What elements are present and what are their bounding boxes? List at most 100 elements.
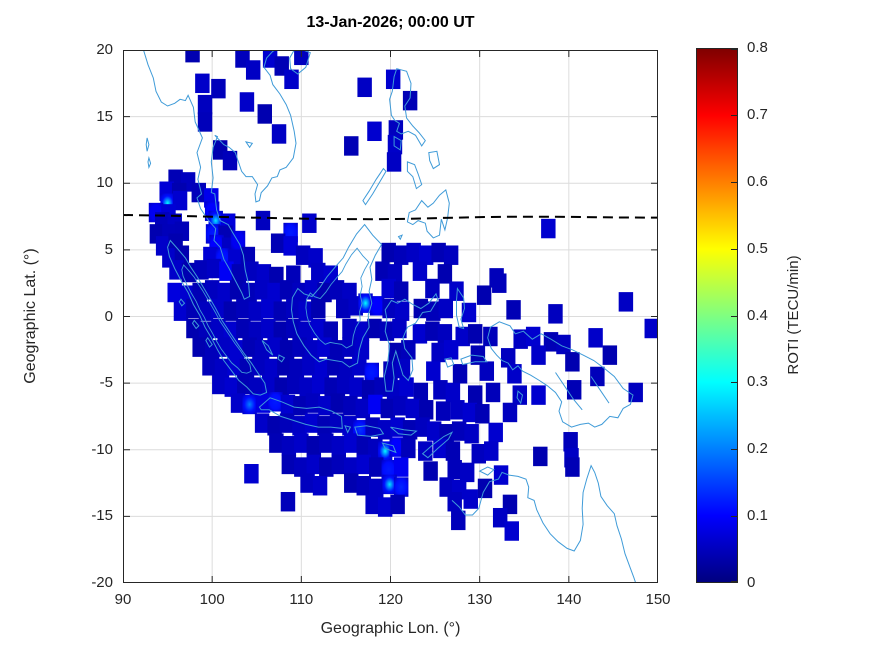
- roti-cell: [198, 301, 214, 321]
- y-tick-label: 10: [96, 174, 113, 192]
- roti-cell: [191, 182, 207, 203]
- roti-cell: [356, 476, 371, 496]
- coastlines: [143, 50, 637, 583]
- roti-cell: [356, 436, 371, 456]
- roti-cell: [317, 337, 332, 357]
- roti-cell: [280, 491, 296, 512]
- roti-cell: [311, 318, 326, 339]
- coastline-borneo: [290, 223, 383, 368]
- roti-cell: [381, 460, 396, 480]
- x-tick-label: 100: [199, 591, 225, 608]
- roti-cell: [294, 50, 309, 66]
- roti-cell: [357, 77, 372, 98]
- roti-cell: [380, 398, 396, 419]
- coastline-new-guinea: [487, 321, 634, 428]
- roti-cell: [464, 424, 479, 444]
- roti-cell: [451, 421, 467, 441]
- colorbar-tick: [731, 516, 737, 518]
- coastline-mindoro: [393, 135, 402, 151]
- coastline-inner-sumatra: [181, 264, 252, 374]
- roti-cell: [476, 285, 492, 305]
- coastline-belitung: [277, 354, 286, 363]
- roti-cell: [455, 326, 470, 347]
- roti-cell: [483, 326, 498, 347]
- roti-cell: [402, 90, 418, 111]
- roti-cell: [174, 245, 190, 265]
- roti-cell: [479, 361, 495, 381]
- roti-cell: [224, 377, 240, 397]
- roti-cell: [197, 94, 213, 115]
- y-tick-label: 15: [96, 107, 113, 125]
- coastline-luzon: [389, 68, 426, 147]
- coastline-andaman-2: [147, 155, 152, 170]
- roti-cell: [369, 478, 384, 499]
- roti-cell: [418, 245, 434, 265]
- roti-cell: [439, 424, 454, 444]
- roti-cell: [412, 324, 428, 344]
- roti-cell: [300, 473, 315, 493]
- roti-cell: [462, 402, 478, 423]
- coastline-timor: [421, 431, 454, 459]
- roti-cell: [387, 134, 403, 155]
- roti-cell: [344, 473, 359, 493]
- x-tick-label: 150: [645, 591, 671, 608]
- roti-cell: [548, 304, 563, 324]
- roti-cell: [445, 382, 461, 403]
- coastline-png-river-2: [590, 376, 610, 404]
- roti-cell: [268, 392, 283, 412]
- roti-cell: [365, 494, 380, 515]
- roti-cell: [292, 282, 307, 303]
- roti-cell: [386, 152, 402, 172]
- roti-cell: [513, 329, 528, 349]
- roti-cell: [602, 345, 618, 365]
- roti-cell: [344, 136, 359, 156]
- roti-cell: [304, 340, 320, 360]
- roti-cell: [302, 213, 317, 233]
- roti-cell: [292, 337, 307, 357]
- roti-cell: [319, 457, 334, 477]
- roti-cell: [239, 358, 255, 379]
- colorbar-tick: [731, 382, 737, 384]
- roti-cell: [488, 422, 503, 443]
- colorbar-tick-label: 0.7: [747, 105, 768, 123]
- roti-cell: [394, 301, 410, 321]
- roti-cell: [223, 321, 239, 341]
- roti-cell: [311, 374, 327, 395]
- roti-cell: [256, 264, 272, 284]
- roti-cell: [355, 398, 371, 419]
- coastline-inner-borneo: [305, 247, 370, 349]
- roti-cell: [385, 69, 401, 90]
- roti-cell: [405, 398, 421, 419]
- roti-cell: [336, 298, 351, 319]
- roti-cell: [304, 280, 320, 300]
- coastline-seram: [460, 354, 488, 366]
- roti-cell: [262, 50, 278, 68]
- roti-cell: [369, 296, 385, 316]
- roti-cell: [212, 374, 227, 395]
- roti-cell: [533, 446, 548, 467]
- coastline-bangka: [261, 340, 274, 356]
- y-tick-label: -10: [91, 440, 113, 458]
- roti-cell: [556, 334, 571, 355]
- roti-cell: [467, 385, 483, 405]
- colorbar-tick: [731, 449, 737, 451]
- roti-cell: [324, 377, 339, 397]
- roti-cell: [217, 282, 232, 303]
- roti-cell: [261, 298, 276, 319]
- roti-cells: [148, 50, 658, 541]
- roti-cell: [563, 432, 578, 452]
- roti-cell: [452, 364, 468, 384]
- roti-cell: [356, 454, 371, 475]
- roti-cell: [565, 352, 580, 372]
- colorbar-tick: [731, 315, 737, 317]
- roti-cell: [245, 60, 261, 80]
- roti-cell: [644, 318, 658, 339]
- colorbar-tick-label: 0.6: [747, 172, 768, 190]
- roti-cell: [512, 385, 528, 405]
- roti-cell: [475, 404, 490, 424]
- roti-cell: [344, 457, 359, 477]
- coastline-jolo: [397, 234, 404, 241]
- roti-cell: [331, 436, 347, 456]
- roti-cell: [367, 318, 382, 339]
